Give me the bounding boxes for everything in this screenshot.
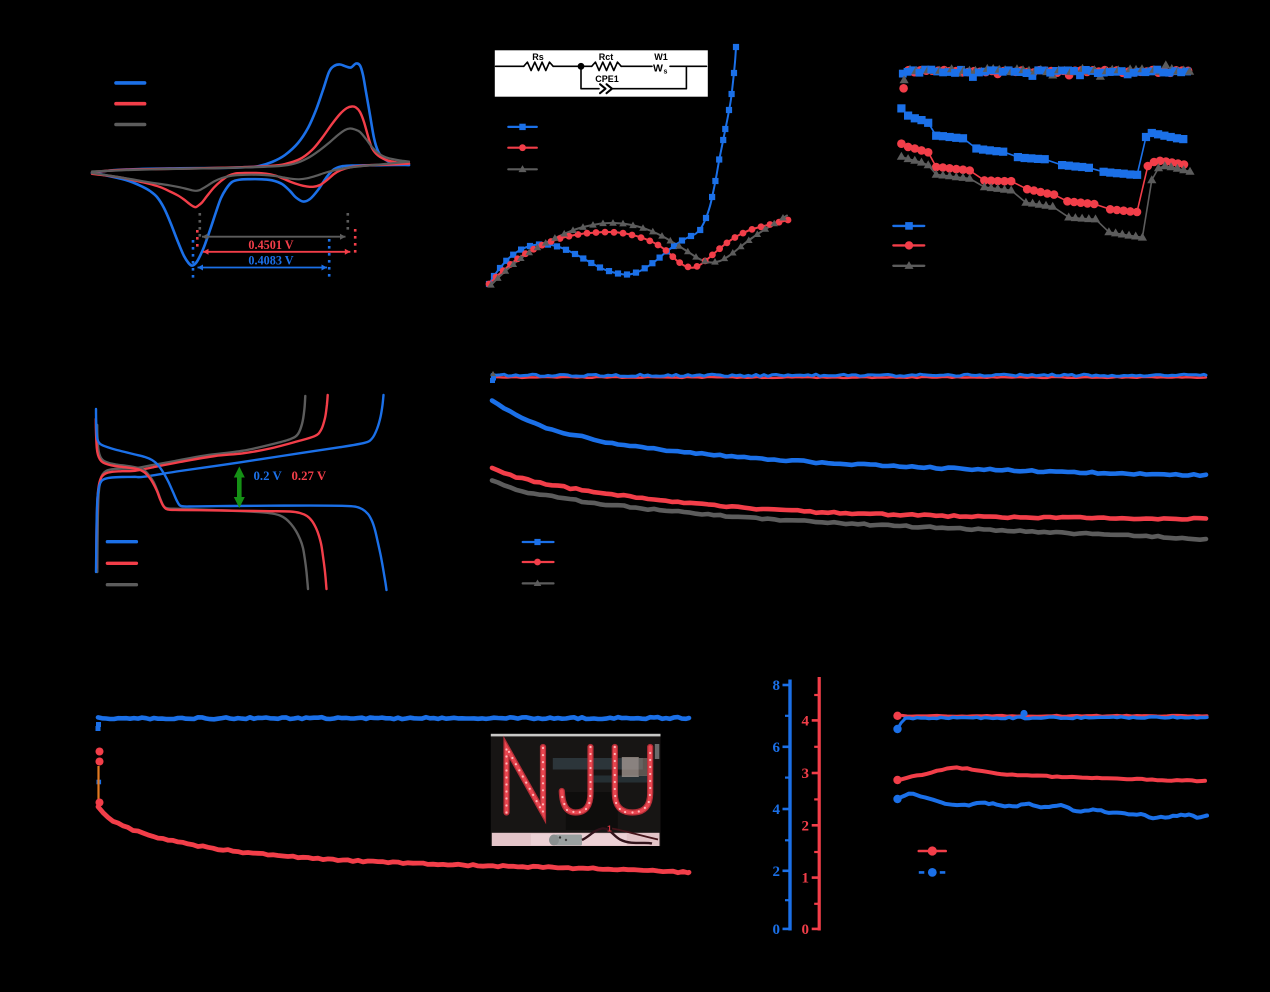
svg-text:0.2 V: 0.2 V	[254, 469, 283, 483]
svg-text:W: W	[653, 63, 663, 75]
svg-text:s: s	[664, 69, 668, 76]
svg-text:1: 1	[607, 824, 612, 834]
svg-text:CPE1: CPE1	[595, 74, 619, 84]
svg-text:1: 1	[802, 871, 810, 887]
svg-text:0.27 V: 0.27 V	[292, 469, 327, 483]
svg-text:2: 2	[802, 818, 810, 834]
svg-text:0.4083 V: 0.4083 V	[248, 253, 293, 267]
svg-text:Rct: Rct	[599, 52, 614, 62]
svg-text:0.4501 V: 0.4501 V	[248, 238, 293, 252]
svg-text:0: 0	[773, 922, 781, 938]
svg-text:4: 4	[802, 713, 810, 729]
svg-text:6: 6	[773, 740, 781, 756]
svg-text:3: 3	[802, 766, 810, 782]
svg-text:8: 8	[773, 678, 781, 694]
svg-text:4: 4	[773, 802, 781, 818]
svg-text:W1: W1	[654, 52, 668, 62]
svg-text:2: 2	[773, 864, 781, 880]
svg-text:0: 0	[802, 922, 810, 938]
svg-text:Rs: Rs	[532, 52, 544, 62]
